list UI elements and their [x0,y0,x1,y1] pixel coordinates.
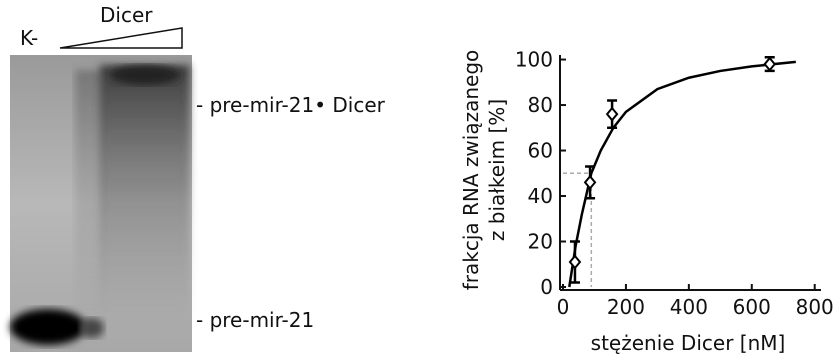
band-label: - pre-mir-21 [196,308,314,332]
y-tick-label: 60 [528,139,553,163]
y-tick-label: 0 [540,275,553,299]
y-axis-title: z białkeim [%] [485,99,509,241]
data-point [607,108,617,120]
figure: K- Dicer - pre-mir-21• Dicer - pre-mir-2… [0,0,834,358]
y-axis-title: frakcja RNA związanego [459,50,483,291]
y-tick-label: 20 [528,230,553,254]
gradient-label: Dicer [100,3,153,27]
band-label: - pre-mir-21• Dicer [196,93,386,117]
lane-label: K- [20,26,38,50]
gradient-triangle [60,28,182,48]
y-tick-label: 80 [528,93,553,117]
gel-image [10,55,192,352]
y-tick-label: 40 [528,184,553,208]
data-point [585,176,595,188]
x-tick-label: 400 [670,295,708,319]
x-tick-label: 800 [796,295,834,319]
data-point [765,58,775,70]
x-tick-label: 200 [607,295,645,319]
y-tick-label: 100 [515,48,553,72]
x-axis-title: stężenie Dicer [nM] [591,331,786,355]
x-tick-label: 600 [733,295,771,319]
x-tick-label: 0 [557,295,570,319]
fit-curve [569,62,796,287]
